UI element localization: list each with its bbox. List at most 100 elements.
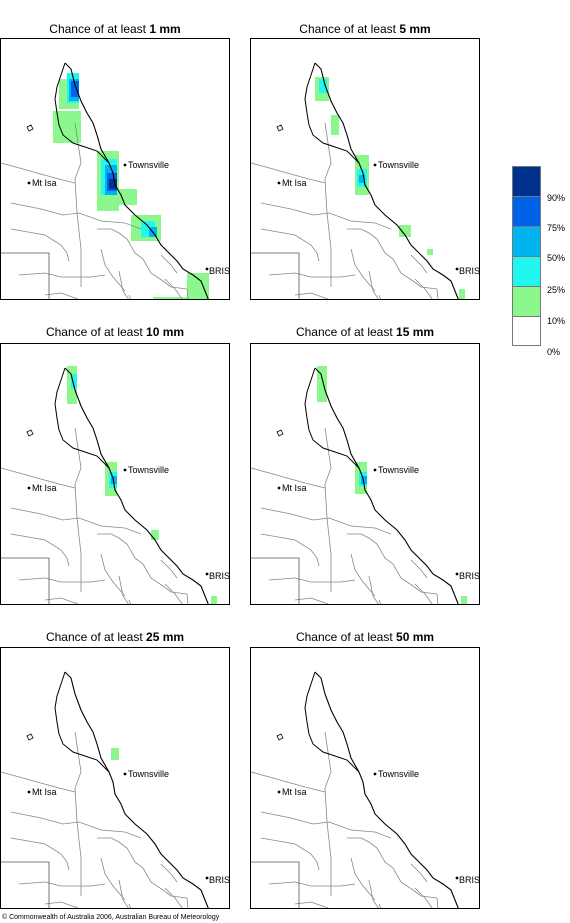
gulf-coastline bbox=[304, 671, 360, 773]
region-border bbox=[378, 903, 381, 908]
region-border bbox=[436, 897, 439, 908]
panel-title-5mm: Chance of at least 5 mm bbox=[299, 22, 431, 36]
rainfall-area bbox=[459, 289, 465, 299]
town-dot bbox=[123, 163, 127, 167]
region-border bbox=[251, 467, 326, 489]
region-border bbox=[10, 811, 142, 839]
region-border bbox=[260, 202, 392, 230]
region-border bbox=[436, 288, 439, 299]
region-border bbox=[251, 771, 326, 793]
place-label-townsville: Townsville bbox=[378, 465, 420, 475]
region-border bbox=[414, 583, 433, 604]
place-label-bris: BRIS bbox=[459, 571, 480, 581]
region-border bbox=[294, 597, 329, 604]
region-border bbox=[368, 575, 379, 604]
map-15mm: Townsville Mt Isa BRIS bbox=[250, 343, 480, 605]
panel-title-15mm: Chance of at least 15 mm bbox=[295, 325, 435, 339]
map-svg bbox=[251, 671, 459, 908]
rainfall-area bbox=[461, 596, 467, 604]
region-border bbox=[324, 427, 332, 592]
east-coastline bbox=[64, 367, 209, 604]
place-label-townsville: Townsville bbox=[378, 160, 420, 170]
east-coastline bbox=[314, 671, 459, 908]
inset-box bbox=[1, 252, 50, 299]
place-label-mt-isa: Mt Isa bbox=[282, 483, 307, 493]
region-border bbox=[18, 881, 106, 887]
region-border bbox=[350, 248, 376, 292]
rainfall-area bbox=[71, 81, 79, 97]
rainfall-area bbox=[187, 273, 209, 299]
rainfall-area bbox=[399, 225, 411, 237]
island bbox=[26, 733, 34, 741]
legend-label-25: 25% bbox=[547, 285, 566, 295]
legend-swatch-25 bbox=[512, 256, 541, 286]
place-label-townsville: Townsville bbox=[378, 769, 420, 779]
region-border bbox=[160, 559, 178, 579]
legend-swatch-90 bbox=[512, 166, 541, 196]
town-dot bbox=[123, 772, 127, 776]
legend-swatch-50 bbox=[512, 226, 541, 256]
region-border bbox=[74, 427, 82, 592]
place-label-mt-isa: Mt Isa bbox=[282, 787, 307, 797]
gulf-coastline bbox=[304, 367, 360, 469]
copyright-notice: © Commonwealth of Australia 2006, Austra… bbox=[2, 914, 220, 921]
island bbox=[26, 429, 34, 437]
region-border bbox=[260, 507, 392, 535]
inset-box bbox=[251, 557, 300, 604]
place-label-bris: BRIS bbox=[459, 875, 480, 885]
region-border bbox=[186, 288, 189, 299]
region-border bbox=[44, 597, 79, 604]
map-svg bbox=[1, 671, 209, 908]
place-label-bris: BRIS bbox=[209, 266, 230, 276]
region-border bbox=[324, 731, 332, 896]
island bbox=[276, 429, 284, 437]
region-border bbox=[100, 248, 126, 292]
region-border bbox=[294, 901, 329, 908]
region-border bbox=[10, 533, 70, 567]
region-border bbox=[186, 593, 189, 604]
town-dot bbox=[277, 181, 281, 185]
region-border bbox=[118, 575, 129, 604]
region-border bbox=[324, 122, 332, 287]
region-border bbox=[260, 533, 320, 567]
place-label-bris: BRIS bbox=[209, 571, 230, 581]
place-label-mt-isa: Mt Isa bbox=[282, 178, 307, 188]
place-label-mt-isa: Mt Isa bbox=[32, 178, 57, 188]
inset-box bbox=[1, 557, 50, 604]
region-border bbox=[118, 270, 129, 299]
region-border bbox=[10, 228, 70, 262]
region-border bbox=[10, 507, 142, 535]
town-dot bbox=[27, 181, 31, 185]
region-border bbox=[260, 811, 392, 839]
town-dot bbox=[277, 486, 281, 490]
town-dot bbox=[205, 267, 209, 271]
rainfall-area bbox=[111, 748, 119, 760]
inset-box bbox=[251, 861, 300, 908]
town-dot bbox=[373, 772, 377, 776]
rainfall-area bbox=[359, 175, 365, 183]
east-coastline bbox=[314, 62, 459, 299]
region-border bbox=[268, 272, 356, 278]
east-coastline bbox=[314, 367, 459, 604]
legend-label-0: 0% bbox=[547, 347, 561, 357]
place-label-mt-isa: Mt Isa bbox=[32, 483, 57, 493]
town-dot bbox=[277, 790, 281, 794]
town-dot bbox=[27, 790, 31, 794]
map-svg bbox=[251, 62, 465, 299]
place-label-townsville: Townsville bbox=[128, 769, 170, 779]
rainfall-area bbox=[317, 366, 327, 402]
region-border bbox=[260, 837, 320, 871]
legend-label-10: 10% bbox=[547, 316, 566, 326]
region-border bbox=[128, 903, 131, 908]
region-border bbox=[160, 254, 178, 274]
map-25mm: Townsville Mt Isa BRIS bbox=[0, 647, 230, 909]
region-border bbox=[164, 887, 183, 908]
legend-label-50: 50% bbox=[547, 253, 566, 263]
map-1mm: Townsville Mt Isa BRIS bbox=[0, 38, 230, 300]
town-dot bbox=[205, 572, 209, 576]
region-border bbox=[97, 228, 188, 290]
region-border bbox=[10, 837, 70, 871]
gulf-coastline bbox=[54, 671, 110, 773]
inset-box bbox=[251, 252, 300, 299]
town-dot bbox=[205, 876, 209, 880]
